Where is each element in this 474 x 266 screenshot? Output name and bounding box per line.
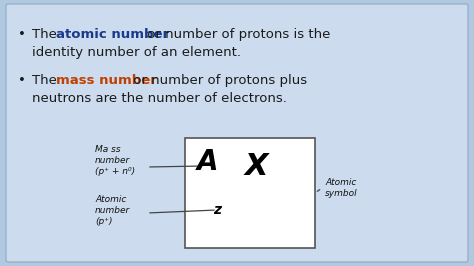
Bar [185,138,315,248]
Text: Atomic
symbol: Atomic symbol [325,178,357,198]
Text: The: The [32,74,61,87]
FancyBboxPatch shape [6,4,468,262]
Text: Atomic
number
(p⁺): Atomic number (p⁺) [95,195,130,226]
Text: or number of protons is the: or number of protons is the [143,28,330,41]
Text: X: X [245,152,268,181]
Text: •: • [18,74,26,87]
Text: neutrons are the number of electrons.: neutrons are the number of electrons. [32,92,287,105]
Text: mass number: mass number [56,74,157,87]
Text: Ma ss
number
(p⁺ + n⁰): Ma ss number (p⁺ + n⁰) [95,145,135,176]
Text: The: The [32,28,61,41]
Text: identity number of an element.: identity number of an element. [32,46,241,59]
Text: A: A [197,148,219,176]
Text: z: z [213,203,221,217]
Text: •: • [18,28,26,41]
Text: or number of protons plus: or number of protons plus [129,74,307,87]
Text: atomic number: atomic number [56,28,169,41]
